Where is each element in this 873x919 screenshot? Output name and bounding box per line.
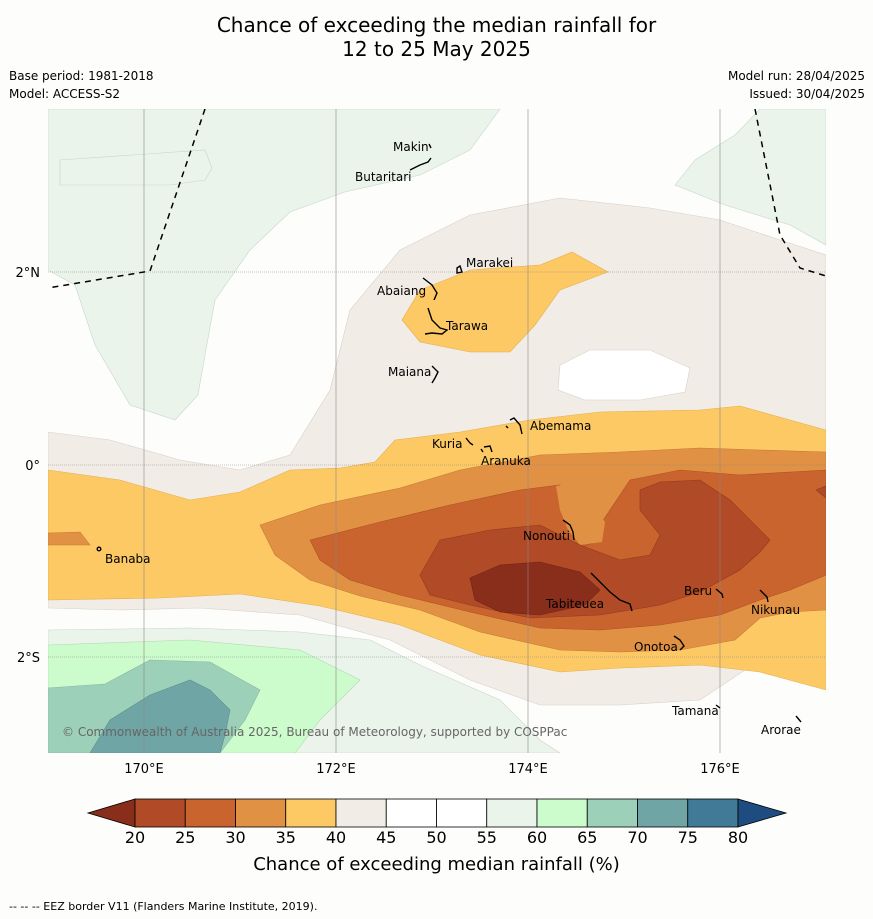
colorbar-bin-50-55 <box>436 798 488 828</box>
place-label-nonouti: Nonouti <box>523 529 570 543</box>
island-abaiang <box>422 277 438 301</box>
lat-tick-0: 0° <box>25 459 40 474</box>
lon-tick-174: 174°E <box>508 762 548 777</box>
island-abemama <box>505 417 523 435</box>
colorbar-tick-80: 80 <box>728 828 748 847</box>
place-label-aranuka: Aranuka <box>481 454 531 468</box>
place-label-marakei: Marakei <box>466 256 513 270</box>
colorbar-tick-55: 55 <box>477 828 497 847</box>
island-butaritari <box>409 157 432 171</box>
colorbar-bin-65-70 <box>586 798 638 828</box>
colorbar-tick-60: 60 <box>527 828 547 847</box>
colorbar-bin-70-75 <box>637 798 689 828</box>
colorbar-tick-20: 20 <box>125 828 145 847</box>
place-label-abaiang: Abaiang <box>377 284 426 298</box>
colorbar-tick-45: 45 <box>376 828 396 847</box>
contour-70-75-south <box>89 679 231 753</box>
island-kuria <box>465 437 474 446</box>
colorbar: 20 25 30 35 40 45 50 55 60 65 70 75 80 <box>86 798 788 847</box>
island-beru <box>715 588 724 599</box>
place-label-nikunau: Nikunau <box>751 603 800 617</box>
colorbar-bin-55-60 <box>486 798 538 828</box>
colorbar-bin-40-45 <box>335 798 387 828</box>
eez-border <box>48 109 826 289</box>
island-tarawa <box>424 307 449 335</box>
colorbar-tick-40: 40 <box>326 828 346 847</box>
lon-tick-176: 176°E <box>700 762 740 777</box>
place-label-butaritari: Butaritari <box>355 170 412 184</box>
island-banaba <box>96 546 102 552</box>
lat-tick-2n: 2°N <box>16 266 41 281</box>
colorbar-bin-20-25 <box>134 798 186 828</box>
colorbar-tick-30: 30 <box>225 828 245 847</box>
island-arorae <box>795 715 802 723</box>
lat-tick-2s: 2°S <box>17 651 40 666</box>
place-label-banaba: Banaba <box>105 552 151 566</box>
issued-date: Issued: 30/04/2025 <box>749 87 865 101</box>
colorbar-bin-75-80 <box>687 798 739 828</box>
place-label-tabiteuea: Tabiteuea <box>545 597 604 611</box>
map-title-line-1: Chance of exceeding the median rainfall … <box>216 13 657 37</box>
contour-35-40-north <box>401 251 609 353</box>
place-label-tamana: Tamana <box>671 704 719 718</box>
place-label-tarawa: Tarawa <box>445 319 488 333</box>
colorbar-bin-60-65 <box>536 798 588 828</box>
colorbar-tick-50: 50 <box>426 828 446 847</box>
island-maiana <box>431 365 439 384</box>
place-labels: Makin Butaritari Marakei Abaiang Tarawa Maian… <box>105 140 801 737</box>
colorbar-tick-65: 65 <box>577 828 597 847</box>
contour-45-50-hole <box>557 349 691 401</box>
place-label-onotoa: Onotoa <box>634 640 678 654</box>
lon-tick-170: 170°E <box>124 762 164 777</box>
island-nonouti <box>562 519 575 541</box>
place-label-maiana: Maiana <box>388 365 431 379</box>
island-tamana <box>715 704 721 709</box>
colorbar-tick-25: 25 <box>175 828 195 847</box>
colorbar-tick-70: 70 <box>627 828 647 847</box>
contour-below-20 <box>469 561 601 616</box>
copyright-notice: © Commonwealth of Australia 2025, Bureau… <box>62 725 567 739</box>
place-label-abemama: Abemama <box>530 419 591 433</box>
base-period: Base period: 1981-2018 <box>9 69 154 83</box>
model-run-date: Model run: 28/04/2025 <box>727 69 865 83</box>
lon-tick-172: 172°E <box>316 762 356 777</box>
contour-layer: Makin Butaritari Marakei Abaiang Tarawa Maian… <box>48 109 826 753</box>
graticule <box>48 109 826 753</box>
colorbar-bin-45-50 <box>385 798 437 828</box>
island-onotoa <box>673 635 685 651</box>
colorbar-tick-35: 35 <box>276 828 296 847</box>
contour-30-35-inlet <box>556 482 605 545</box>
colorbar-bin-30-35 <box>235 798 287 828</box>
island-aranuka <box>480 445 493 453</box>
eez-footnote: -- -- -- EEZ border V11 (Flanders Marine… <box>9 900 318 913</box>
island-makin <box>428 143 432 149</box>
colorbar-bin-25-30 <box>184 798 236 828</box>
place-label-beru: Beru <box>684 584 712 598</box>
island-nikunau <box>759 589 769 603</box>
axis-labels: 170°E 172°E 174°E 176°E 2°N 0° 2°S <box>16 266 740 777</box>
colorbar-tick-75: 75 <box>678 828 698 847</box>
model-name: Model: ACCESS-S2 <box>9 87 121 101</box>
place-label-kuria: Kuria <box>432 437 463 451</box>
colorbar-extend-low <box>86 798 136 828</box>
colorbar-extend-high <box>737 798 788 828</box>
place-label-makin: Makin <box>393 140 429 154</box>
island-marakei <box>456 264 463 274</box>
island-outlines <box>96 143 802 723</box>
map-title-line-2: 12 to 25 May 2025 <box>342 37 531 61</box>
colorbar-bin-35-40 <box>285 798 337 828</box>
contour-55-60-northwest <box>48 109 501 421</box>
place-label-arorae: Arorae <box>761 723 801 737</box>
colorbar-title: Chance of exceeding median rainfall (%) <box>253 854 620 875</box>
contour-55-60-northeast <box>674 109 826 246</box>
island-tabiteuea <box>590 572 633 612</box>
